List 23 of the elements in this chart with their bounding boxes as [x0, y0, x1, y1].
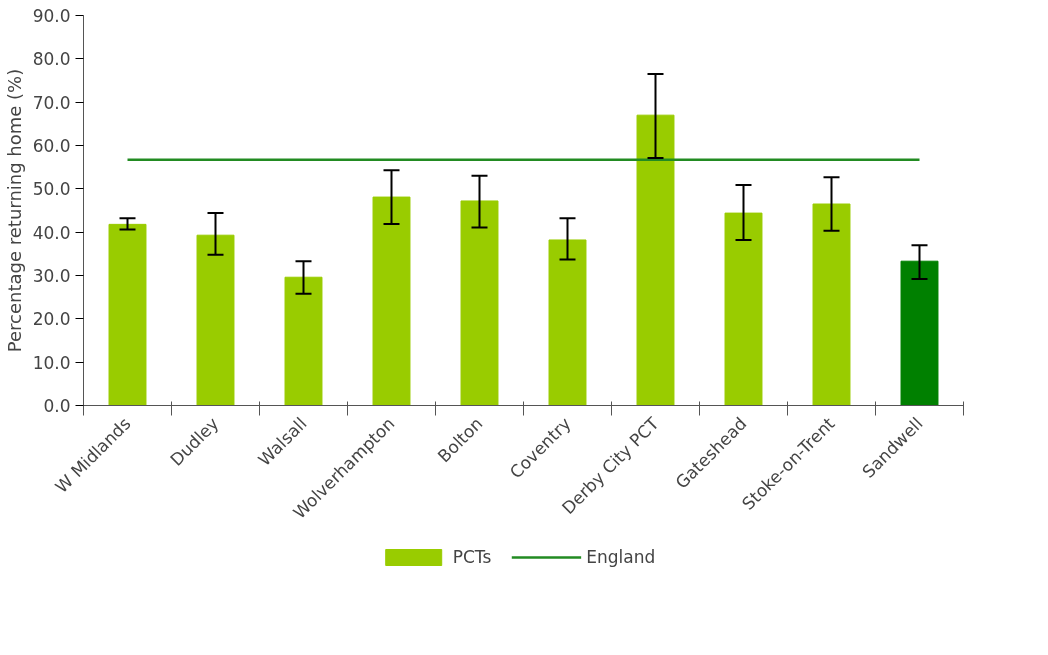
y-tick-label: 10.0	[32, 352, 71, 373]
bar	[460, 200, 499, 406]
y-axis-title: Percentage returning home (%)	[3, 68, 25, 353]
bar	[108, 223, 147, 406]
y-tick-label: 80.0	[32, 49, 71, 70]
bar	[636, 114, 675, 406]
legend-label: England	[586, 547, 656, 567]
legend-label: PCTs	[452, 547, 492, 567]
bar	[372, 196, 411, 406]
y-tick-label: 60.0	[32, 136, 71, 156]
y-tick-label: 0.0	[43, 396, 71, 416]
bar	[900, 260, 939, 406]
y-tick-label: 90.0	[32, 6, 71, 26]
y-tick-label: 70.0	[32, 92, 71, 113]
bar	[548, 239, 587, 406]
y-tick-label: 30.0	[32, 266, 71, 286]
bar	[196, 234, 235, 406]
bar	[812, 203, 851, 406]
bar	[284, 276, 323, 406]
bar	[724, 212, 763, 406]
y-tick-label: 20.0	[32, 309, 71, 330]
y-tick-label: 50.0	[32, 179, 71, 200]
y-tick-label: 40.0	[32, 222, 71, 243]
